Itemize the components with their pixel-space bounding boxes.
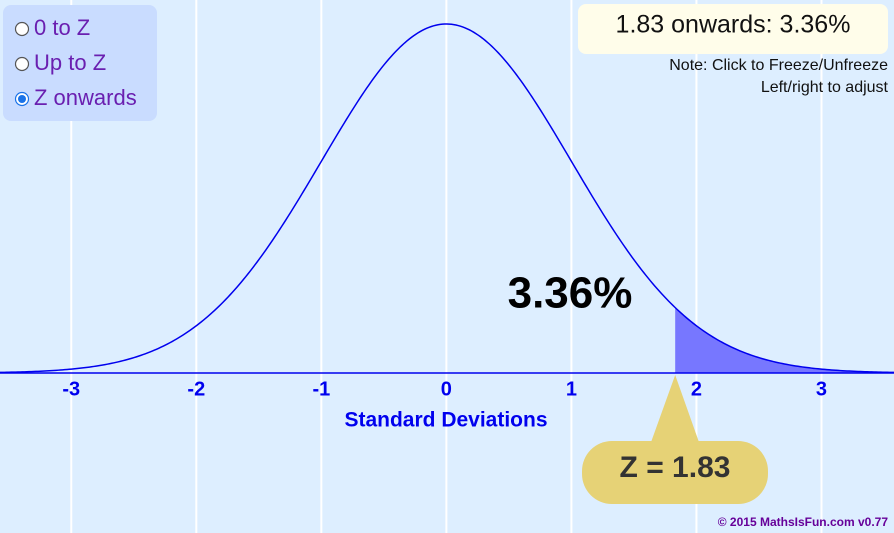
- options-panel: [3, 5, 157, 121]
- radio-label[interactable]: 0 to Z: [34, 15, 90, 40]
- radio-button[interactable]: [14, 56, 30, 72]
- readout: 1.83 onwards: 3.36%: [616, 11, 851, 39]
- x-axis-label: Standard Deviations: [344, 409, 547, 432]
- radio-label[interactable]: Z onwards: [34, 85, 137, 110]
- radio-dot: [18, 95, 26, 103]
- x-tick-label: 1: [566, 378, 577, 400]
- x-tick-label: 0: [441, 378, 452, 400]
- callout-pointer: [650, 375, 700, 445]
- note: Note: Click to Freeze/Unfreeze: [669, 57, 888, 74]
- footer: © 2015 MathsIsFun.com v0.77: [718, 515, 889, 529]
- x-tick-label: 3: [816, 378, 827, 400]
- radio-label[interactable]: Up to Z: [34, 50, 106, 75]
- radio-button[interactable]: [14, 21, 30, 37]
- readout-box: [578, 4, 888, 54]
- shaded-area: [675, 307, 894, 373]
- note: Left/right to adjust: [761, 79, 889, 96]
- x-tick-label: -2: [187, 378, 205, 400]
- area-label: 3.36%: [508, 269, 633, 318]
- z-label: Z = 1.83: [620, 451, 731, 484]
- callout-box: [582, 441, 768, 504]
- curve: [0, 23, 894, 374]
- x-tick-label: -3: [62, 378, 80, 400]
- x-tick-label: 2: [691, 378, 702, 400]
- x-tick-label: -1: [312, 378, 330, 400]
